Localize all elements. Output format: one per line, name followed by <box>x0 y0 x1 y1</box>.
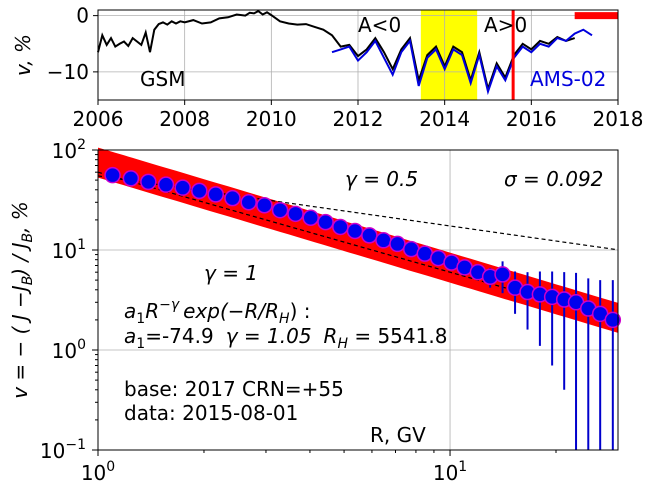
top-y-ticks: 0 −10 <box>47 4 98 84</box>
data-points <box>104 166 622 329</box>
bottom-plot-frame <box>97 149 619 451</box>
bottom-y-tick-label: 10−1 <box>40 437 86 463</box>
top-x-tick-label: 2010 <box>246 107 297 131</box>
bottom-y-tick-label: 101 <box>52 237 86 263</box>
data-point <box>256 197 273 214</box>
top-extra-markers <box>511 10 618 100</box>
top-y-tick-label: −10 <box>47 60 89 84</box>
data-point <box>140 173 157 191</box>
data-point <box>174 179 191 196</box>
data-point <box>122 170 140 187</box>
data-point <box>346 222 364 240</box>
data-point <box>375 232 392 249</box>
base-info: base: 2017 CRN=+55 <box>124 377 344 401</box>
data-point <box>389 235 406 253</box>
sigma-label: σ = 0.092 <box>504 167 603 191</box>
data-point <box>207 186 224 203</box>
top-panel: 2006 2008 2010 2012 2014 2016 2018 0 −10 v, % G… <box>11 4 643 131</box>
bottom-x-tick-label: 101 <box>433 459 467 485</box>
data-point <box>403 240 420 258</box>
top-y-axis-label: v, % <box>11 34 35 76</box>
data-date: data: 2015-08-01 <box>124 401 298 425</box>
data-point <box>240 194 257 211</box>
data-point <box>332 218 349 236</box>
bottom-x-axis-label: R, GV <box>370 423 426 447</box>
bottom-x-tick-label: 100 <box>81 459 115 485</box>
data-point <box>191 182 208 200</box>
data-point <box>104 166 121 184</box>
top-x-tick-label: 2014 <box>419 107 470 131</box>
gamma-half-label: γ = 0.5 <box>345 167 418 191</box>
gsm-series-label: GSM <box>140 67 185 91</box>
data-point <box>317 213 334 231</box>
data-point <box>287 205 304 223</box>
data-point <box>271 201 289 219</box>
ams-series-line <box>331 28 593 96</box>
bottom-y-tick-label: 100 <box>52 337 86 363</box>
data-point <box>224 189 241 207</box>
top-x-tick-label: 2018 <box>593 107 644 131</box>
top-x-tick-label: 2008 <box>159 107 210 131</box>
data-point <box>361 227 378 244</box>
positive-polarity-label: A>0 <box>484 13 527 37</box>
gamma-one-label: γ = 1 <box>204 261 258 285</box>
ams-series-label: AMS-02 <box>530 67 606 91</box>
fit-parameters: a1=-74.9 γ = 1.05 RH = 5541.8 <box>124 324 447 352</box>
fit-formula: a1R−γ exp(−R/RH) : <box>124 297 310 327</box>
data-point <box>157 176 175 193</box>
top-series <box>97 9 593 96</box>
bottom-y-tick-label: 102 <box>52 137 86 163</box>
bottom-y-axis-label: v = − ( J −JB) / JB, % <box>8 201 36 399</box>
bottom-x-ticks: 100 101 <box>81 450 557 485</box>
data-point <box>302 209 319 227</box>
bottom-y-ticks: 10−1 100 101 102 <box>40 137 98 463</box>
negative-polarity-label: A<0 <box>358 13 401 37</box>
top-x-tick-label: 2012 <box>333 107 384 131</box>
data-point <box>604 311 622 329</box>
top-y-tick-label: 0 <box>76 4 89 28</box>
top-x-ticks: 2006 2008 2010 2012 2014 2016 2018 <box>73 100 644 131</box>
top-x-tick-label: 2016 <box>506 107 557 131</box>
top-x-tick-label: 2006 <box>73 107 124 131</box>
data-point <box>494 266 511 283</box>
